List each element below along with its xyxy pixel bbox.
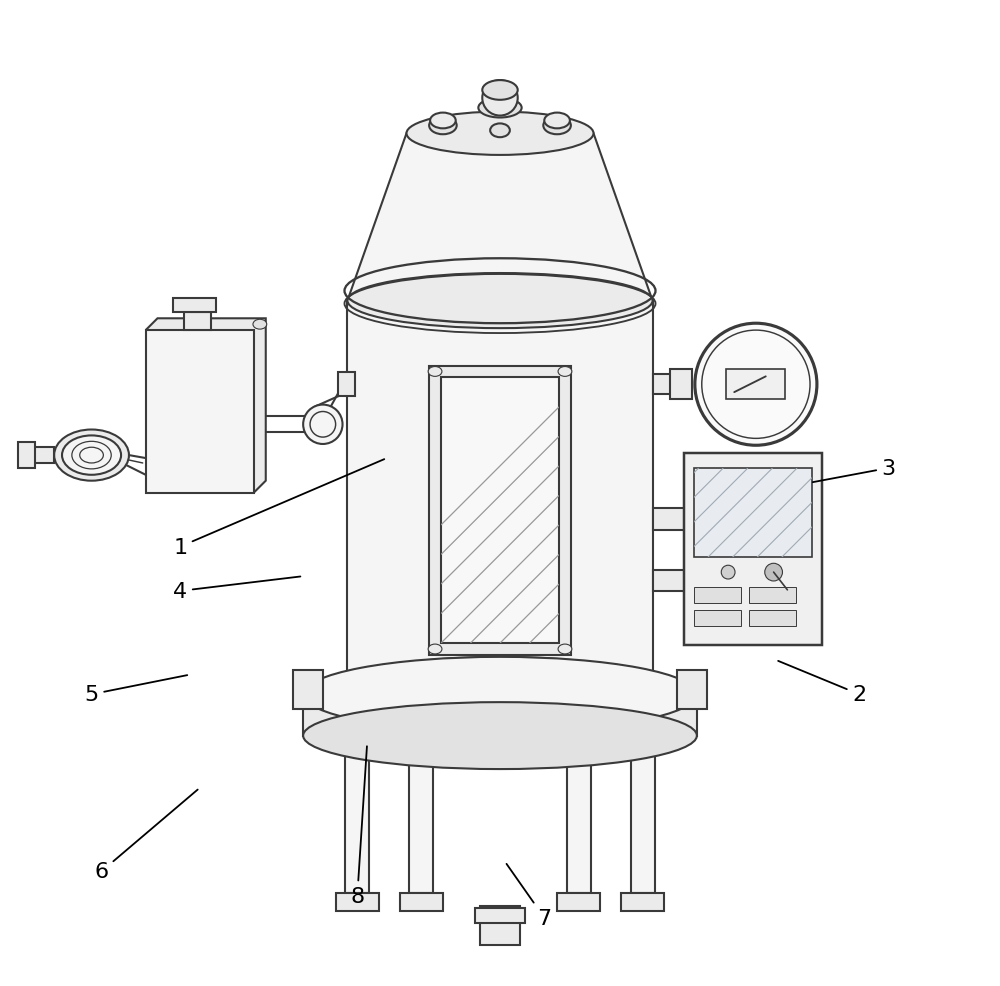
Bar [338, 373, 355, 396]
Bar [475, 908, 525, 923]
Bar [749, 610, 796, 626]
Bar [293, 669, 323, 709]
Ellipse shape [347, 274, 653, 328]
Bar [694, 588, 741, 603]
Bar [429, 366, 571, 656]
Bar [18, 443, 35, 468]
Bar [684, 454, 822, 646]
Ellipse shape [482, 81, 518, 101]
Bar [749, 588, 796, 603]
Text: 6: 6 [94, 790, 198, 881]
Bar [567, 736, 591, 893]
Bar [146, 330, 254, 493]
Ellipse shape [482, 81, 518, 116]
Ellipse shape [478, 99, 522, 118]
Bar [345, 736, 369, 893]
Bar [557, 893, 600, 911]
Ellipse shape [303, 658, 697, 732]
Ellipse shape [428, 645, 442, 655]
Bar [631, 736, 655, 893]
Ellipse shape [490, 124, 510, 138]
Bar [173, 299, 216, 314]
Bar [480, 906, 520, 946]
Ellipse shape [558, 645, 572, 655]
Bar [441, 378, 559, 644]
Text: 5: 5 [84, 675, 187, 705]
Ellipse shape [303, 405, 343, 445]
Polygon shape [303, 694, 697, 736]
Bar [409, 736, 433, 893]
Bar [694, 610, 741, 626]
Bar [677, 669, 707, 709]
Ellipse shape [253, 319, 267, 329]
Bar [400, 893, 443, 911]
Text: 8: 8 [350, 746, 367, 906]
Ellipse shape [62, 436, 121, 475]
Ellipse shape [695, 323, 817, 446]
Polygon shape [146, 318, 266, 493]
Ellipse shape [558, 367, 572, 377]
Polygon shape [441, 378, 559, 644]
Text: 3: 3 [813, 458, 896, 483]
Polygon shape [694, 469, 812, 557]
Ellipse shape [54, 430, 129, 481]
Text: 1: 1 [173, 459, 384, 557]
Ellipse shape [406, 112, 594, 156]
Text: 7: 7 [507, 864, 551, 928]
Bar [347, 302, 653, 684]
Bar [336, 893, 379, 911]
Polygon shape [347, 134, 653, 302]
Ellipse shape [428, 367, 442, 377]
Bar [621, 893, 664, 911]
Ellipse shape [543, 117, 571, 135]
Text: 2: 2 [778, 662, 866, 705]
Ellipse shape [303, 702, 697, 769]
Bar [653, 375, 677, 394]
Bar [25, 448, 54, 463]
Ellipse shape [544, 113, 570, 129]
Bar [184, 314, 211, 330]
Ellipse shape [765, 564, 782, 582]
Bar [653, 509, 687, 530]
Bar [653, 570, 687, 592]
Bar [694, 469, 812, 557]
Bar [726, 370, 785, 399]
Ellipse shape [429, 117, 457, 135]
Text: 4: 4 [173, 577, 300, 601]
Ellipse shape [721, 566, 735, 580]
Ellipse shape [347, 658, 653, 712]
Bar [670, 370, 692, 399]
Ellipse shape [430, 113, 456, 129]
